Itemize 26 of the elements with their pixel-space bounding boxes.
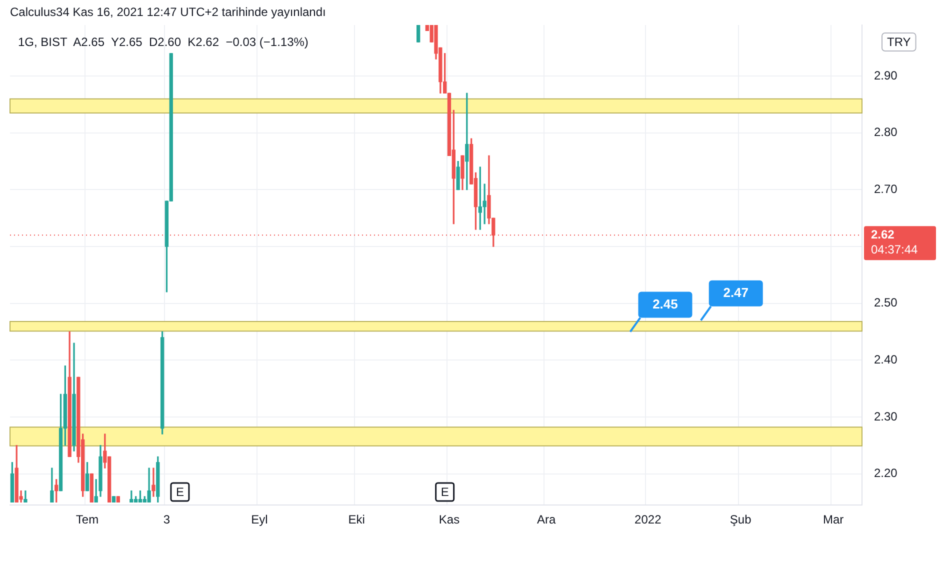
annotation: E: [440, 484, 449, 499]
y-tick-label: 2.40: [874, 352, 898, 366]
x-tick-label: 3: [163, 512, 170, 527]
y-tick-label: 2.90: [874, 68, 898, 82]
x-tick-label: Tem: [76, 512, 99, 527]
text: TRY: [887, 34, 911, 49]
annotation: E: [176, 484, 184, 499]
y-tick-label: 2.70: [874, 182, 898, 196]
x-tick-label: Eki: [348, 512, 365, 527]
text: 1G, BIST A2.65 Y2.65 D2.60 K2.62 −0.03 (−1.13%): [18, 35, 308, 49]
y-tick-label: 2.50: [874, 296, 898, 310]
annotation: 2.45: [652, 296, 678, 312]
x-tick-label: Kas: [438, 512, 460, 527]
x-tick-label: 2022: [634, 512, 662, 527]
y-tick-label: 2.30: [874, 409, 898, 424]
x-tick-label: Eyl: [251, 512, 268, 527]
chart-subtitle: Calculus34 Kas 16, 2021 12:47 UTC+2 tarihinde yayınlandı: [10, 5, 326, 19]
y-tick-label: 2.20: [874, 466, 898, 480]
y-tick-label: 2.80: [874, 125, 898, 140]
text: 04:37:44: [871, 242, 918, 256]
x-tick-label: Ara: [537, 512, 556, 527]
ref-line-label: 2.62: [871, 227, 895, 242]
x-tick-label: Mar: [822, 512, 844, 527]
candlestick: [152, 468, 156, 497]
annotation: 2.47: [723, 284, 749, 300]
x-tick-label: Şub: [730, 512, 752, 527]
